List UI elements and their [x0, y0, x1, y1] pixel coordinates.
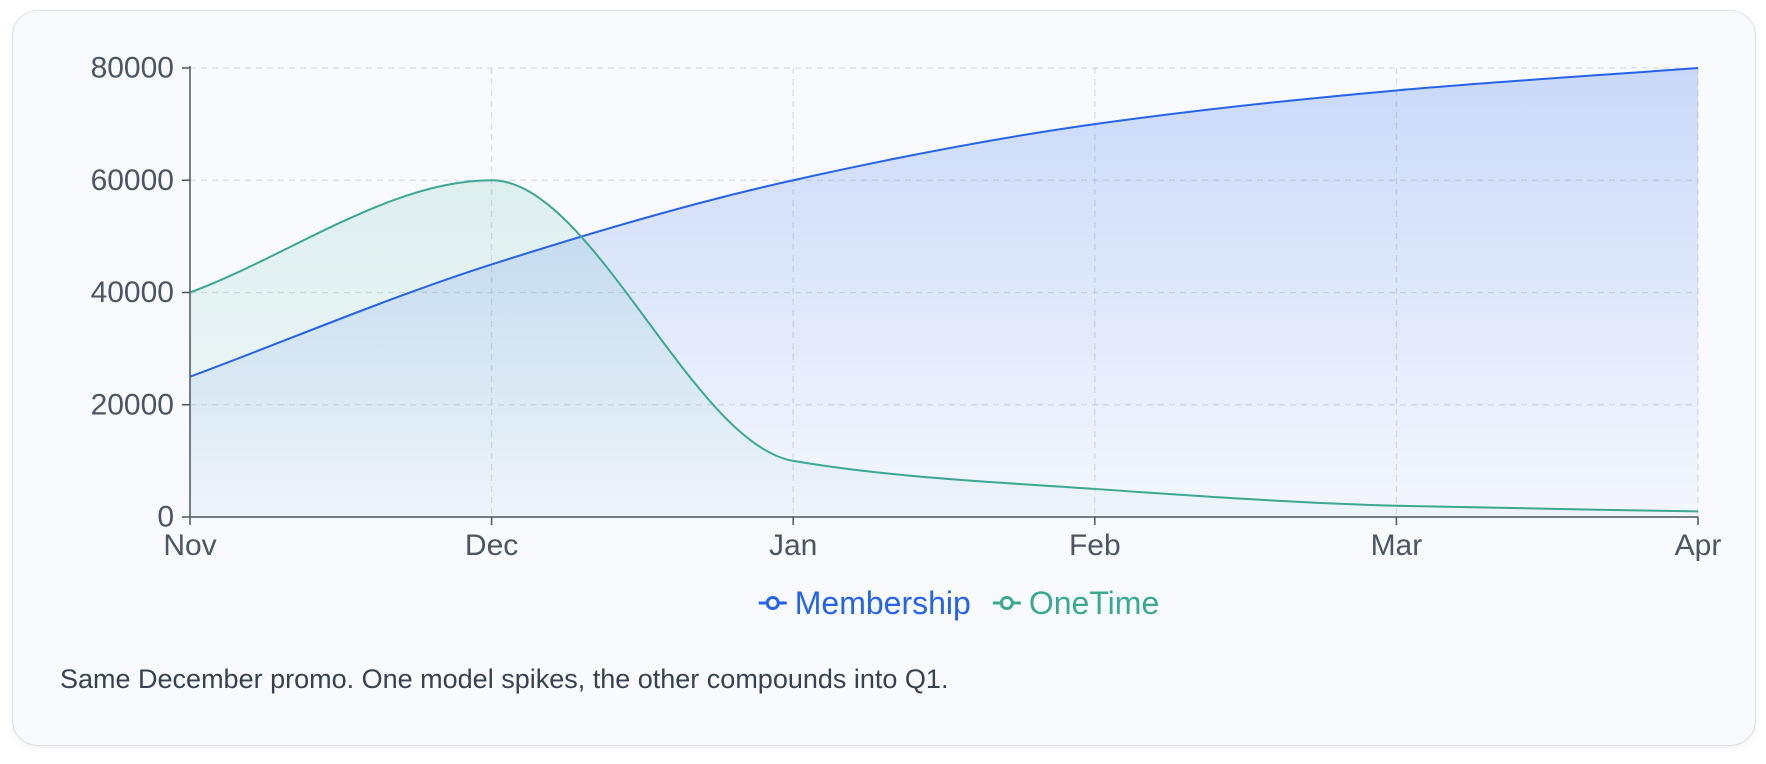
line-membership: [189, 67, 1699, 378]
x-tick-label: Apr: [1675, 529, 1722, 562]
y-tick-label: 60000: [91, 164, 174, 197]
y-tick-label: 40000: [91, 276, 174, 309]
x-tick-label: Jan: [769, 529, 817, 562]
area-fills: [190, 68, 1698, 517]
y-tick-label: 80000: [91, 52, 174, 85]
legend-item-membership: Membership: [758, 585, 971, 621]
y-tick-label: 20000: [91, 388, 174, 421]
legend-swatch-marker: [765, 596, 780, 610]
x-tick-label: Feb: [1069, 529, 1121, 562]
axes: 0 20000 40000 60000 80000 Nov Dec Jan Feb Mar Apr: [91, 52, 1722, 563]
legend-label: OneTime: [1029, 585, 1159, 621]
legend-label: Membership: [795, 585, 971, 621]
area-membership: [190, 68, 1698, 517]
legend-item-onetime: OneTime: [992, 585, 1159, 621]
legend: Membership OneTime: [758, 585, 1159, 621]
chart-caption: Same December promo. One model spikes, t…: [60, 664, 949, 694]
legend-swatch-marker: [999, 596, 1014, 610]
line-onetime: [189, 179, 1699, 513]
x-tick-label: Mar: [1371, 529, 1423, 562]
x-tick-label: Nov: [163, 529, 216, 562]
series-lines: [189, 67, 1699, 513]
y-tick-label: 0: [157, 501, 174, 534]
x-tick-label: Dec: [465, 529, 518, 562]
